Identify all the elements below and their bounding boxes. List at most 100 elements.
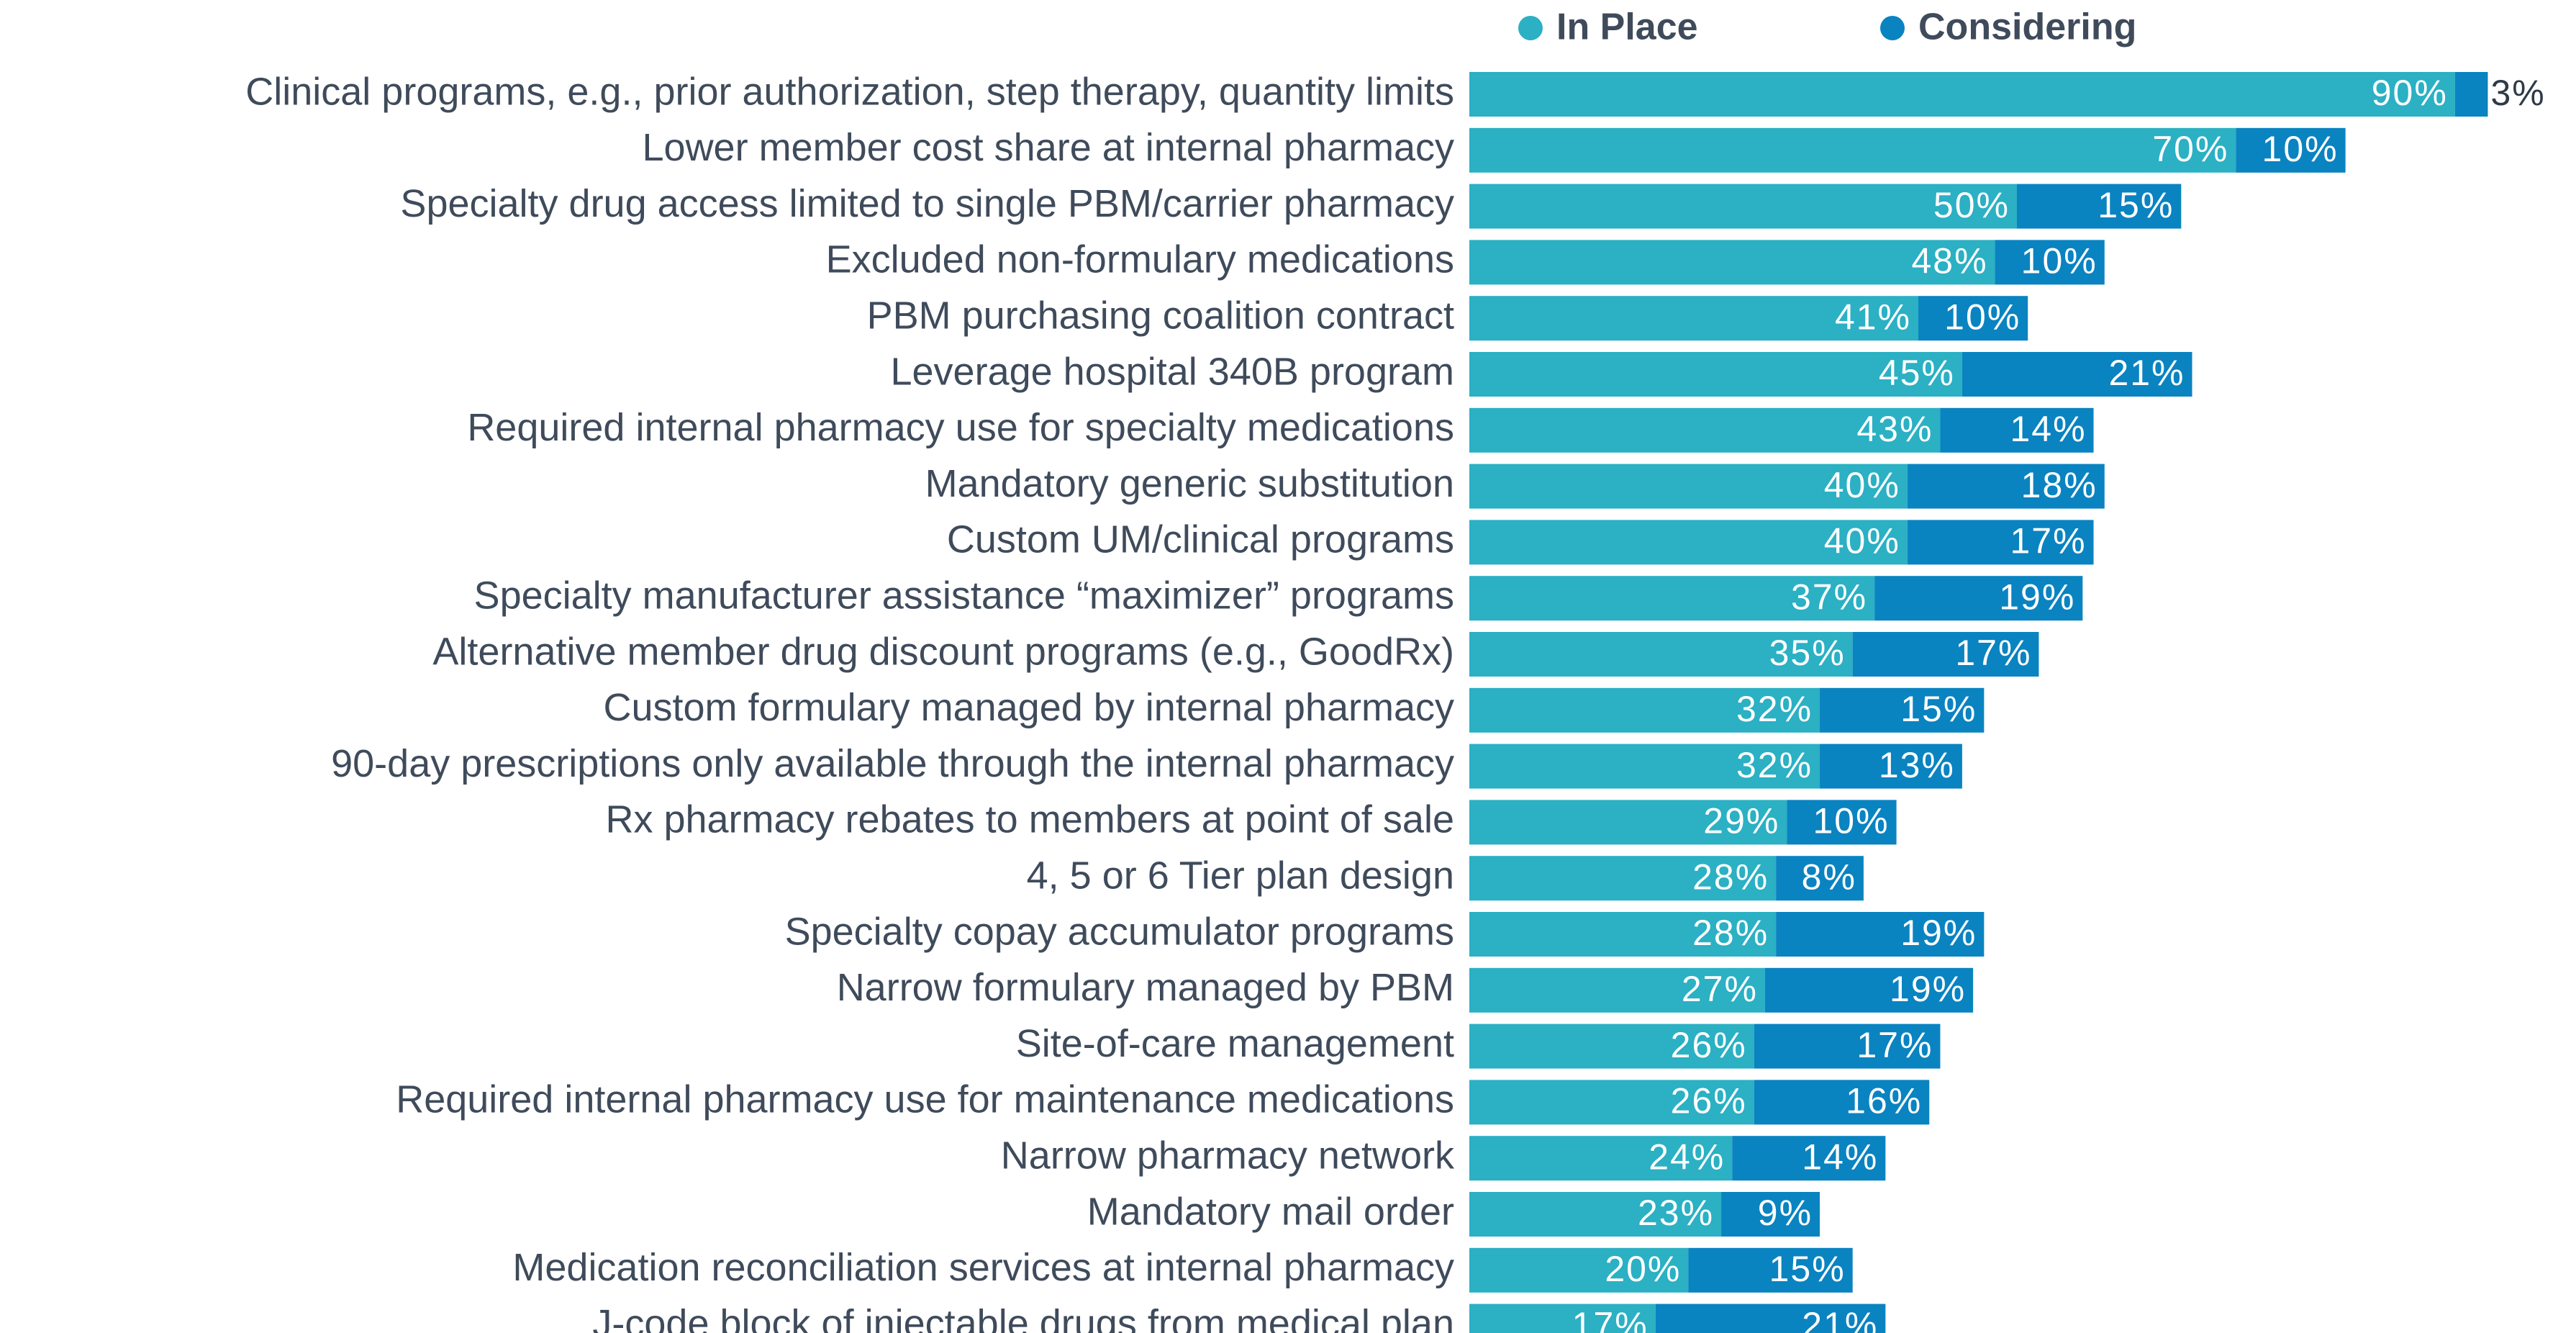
value-label: 24% (1648, 1137, 1725, 1177)
bar-segment (1469, 1247, 1689, 1293)
category-label: Required internal pharmacy use for speci… (467, 406, 1454, 449)
bar-segment (1721, 1192, 1820, 1237)
category-label: 90-day prescriptions only available thro… (331, 742, 1454, 785)
value-label: 14% (2010, 409, 2086, 449)
value-label: 10% (2262, 129, 2339, 169)
bar-segment (1469, 967, 1765, 1013)
value-label: 15% (2097, 185, 2174, 225)
bar-segment (1469, 296, 1919, 341)
bar-segment (2017, 184, 2182, 229)
bar-segment (1787, 800, 1897, 845)
value-label: 21% (2108, 353, 2185, 393)
bar-segment (1940, 407, 2094, 453)
value-label: 19% (1999, 577, 2075, 617)
category-label: Specialty drug access limited to single … (400, 182, 1454, 225)
bar-segment (2454, 72, 2488, 117)
bar-segment (1469, 352, 1962, 397)
value-label: 41% (1835, 297, 1911, 337)
value-label: 28% (1692, 857, 1769, 897)
value-label: 40% (1824, 465, 1900, 505)
bar-segment (1962, 352, 2192, 397)
value-label: 45% (1879, 353, 1955, 393)
value-label: 15% (1769, 1249, 1846, 1289)
value-label: 3% (2490, 73, 2545, 113)
category-label: Rx pharmacy rebates to members at point … (605, 798, 1454, 841)
value-label: 26% (1671, 1025, 1747, 1065)
category-label: Site-of-care management (1016, 1022, 1454, 1065)
value-label: 23% (1638, 1193, 1714, 1233)
bar-segment (1469, 407, 1941, 453)
value-label: 32% (1736, 745, 1813, 785)
value-label: 14% (1802, 1137, 1878, 1177)
bar-segment (1469, 632, 1853, 677)
bar-segment (1469, 184, 2017, 229)
bar-segment (1852, 632, 2039, 677)
value-label: 37% (1791, 577, 1867, 617)
legend-label: In Place (1556, 6, 1698, 48)
value-label: 10% (1944, 297, 2021, 337)
value-label: 43% (1856, 409, 1933, 449)
category-label: PBM purchasing coalition contract (867, 294, 1454, 337)
bar-segment (2236, 127, 2346, 173)
value-label: 35% (1769, 633, 1846, 673)
value-label: 70% (2152, 129, 2228, 169)
bar-segment (1776, 856, 1864, 901)
value-label: 48% (1911, 241, 1987, 281)
category-label: Mandatory generic substitution (925, 462, 1454, 505)
category-label: J-code block of injectable drugs from me… (592, 1302, 1454, 1333)
value-label: 21% (1802, 1305, 1878, 1333)
bar-segment (1469, 127, 2236, 173)
bar-segment (1469, 1136, 1733, 1181)
value-label: 17% (1856, 1025, 1933, 1065)
value-label: 26% (1671, 1081, 1747, 1121)
bar-segment (1469, 744, 1820, 789)
bar-segment (1469, 1192, 1722, 1237)
value-label: 29% (1703, 801, 1779, 841)
bar-segment (1907, 520, 2094, 565)
category-label: Alternative member drug discount program… (432, 630, 1454, 673)
bar-segment (1469, 520, 1908, 565)
category-label: Mandatory mail order (1087, 1190, 1454, 1233)
value-label: 8% (1802, 857, 1856, 897)
bar-segment (1469, 240, 1995, 285)
value-label: 19% (1900, 913, 1977, 953)
bar-segment (1469, 464, 1908, 509)
value-label: 10% (1813, 801, 1890, 841)
value-label: 15% (1900, 689, 1977, 729)
bar-segment (1820, 744, 1962, 789)
legend-swatch (1518, 16, 1543, 40)
value-label: 9% (1758, 1193, 1813, 1233)
bar-segment (1918, 296, 2028, 341)
bar-segment (1754, 1024, 1941, 1069)
value-label: 13% (1879, 745, 1955, 785)
category-label: Specialty manufacturer assistance “maxim… (474, 574, 1454, 617)
bar-segment (1688, 1247, 1853, 1293)
category-label: Medication reconciliation services at in… (512, 1246, 1454, 1289)
legend-swatch (1880, 16, 1905, 40)
value-label: 10% (2021, 241, 2097, 281)
bar-segment (1469, 856, 1777, 901)
bar-segment (1469, 912, 1777, 957)
category-label: Leverage hospital 340B program (890, 350, 1454, 393)
bar-segment (1776, 912, 1985, 957)
bar-segment (1469, 800, 1787, 845)
value-label: 90% (2372, 73, 2448, 113)
value-label: 18% (2021, 465, 2097, 505)
value-label: 16% (1846, 1081, 1922, 1121)
value-label: 17% (2010, 521, 2086, 561)
category-label: Lower member cost share at internal phar… (643, 126, 1455, 169)
bar-segment (1469, 687, 1820, 733)
category-label: Narrow formulary managed by PBM (837, 966, 1454, 1009)
category-label: Custom UM/clinical programs (947, 518, 1454, 561)
category-label: Clinical programs, e.g., prior authoriza… (245, 70, 1454, 113)
category-label: 4, 5 or 6 Tier plan design (1027, 854, 1454, 897)
bar-segment (1907, 464, 2105, 509)
bar-segment (1469, 1303, 1656, 1333)
value-label: 17% (1955, 633, 2031, 673)
bar-segment (1469, 1024, 1754, 1069)
value-label: 19% (1890, 969, 1966, 1009)
legend-label: Considering (1918, 6, 2136, 48)
bar-segment (1469, 1080, 1754, 1125)
